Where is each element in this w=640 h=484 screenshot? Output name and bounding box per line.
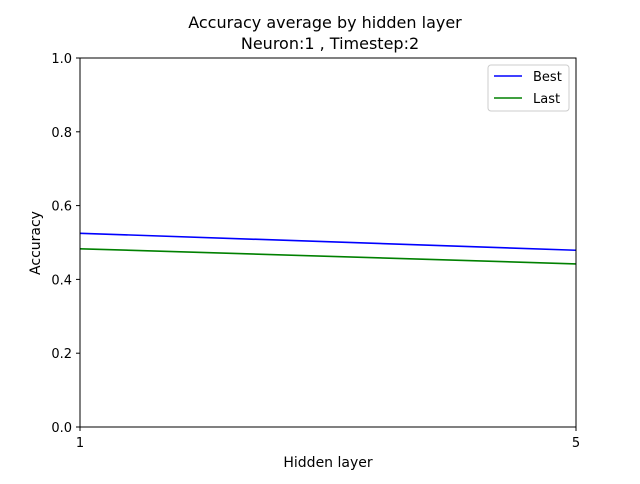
x-axis-label: Hidden layer: [283, 455, 372, 471]
series-line-last: [79, 247, 577, 265]
chart-title: Accuracy average by hidden layer: [188, 13, 462, 32]
y-tick-label: 1.0: [51, 52, 72, 67]
x-tick-label: 5: [572, 436, 580, 451]
y-tick-label: 0.8: [51, 126, 72, 141]
y-tick-label: 0.2: [51, 347, 72, 362]
legend: Best Last: [487, 64, 570, 112]
x-tick-label: 1: [76, 436, 84, 451]
plot-area-frame: [79, 57, 577, 428]
y-tick-label: 0.6: [51, 200, 72, 215]
y-tick-label: 0.0: [51, 421, 72, 436]
series-line-best: [79, 232, 577, 252]
y-tick-label: 0.4: [51, 273, 72, 288]
legend-label-best: Best: [533, 70, 562, 85]
y-axis-label: Accuracy: [28, 211, 44, 275]
ticks-layer: 0.0 0.2 0.4 0.6 0.8 1.0 1 5: [51, 52, 580, 451]
series-layer: [79, 232, 577, 265]
legend-label-last: Last: [533, 92, 560, 107]
chart-subtitle: Neuron:1 , Timestep:2: [241, 34, 419, 53]
